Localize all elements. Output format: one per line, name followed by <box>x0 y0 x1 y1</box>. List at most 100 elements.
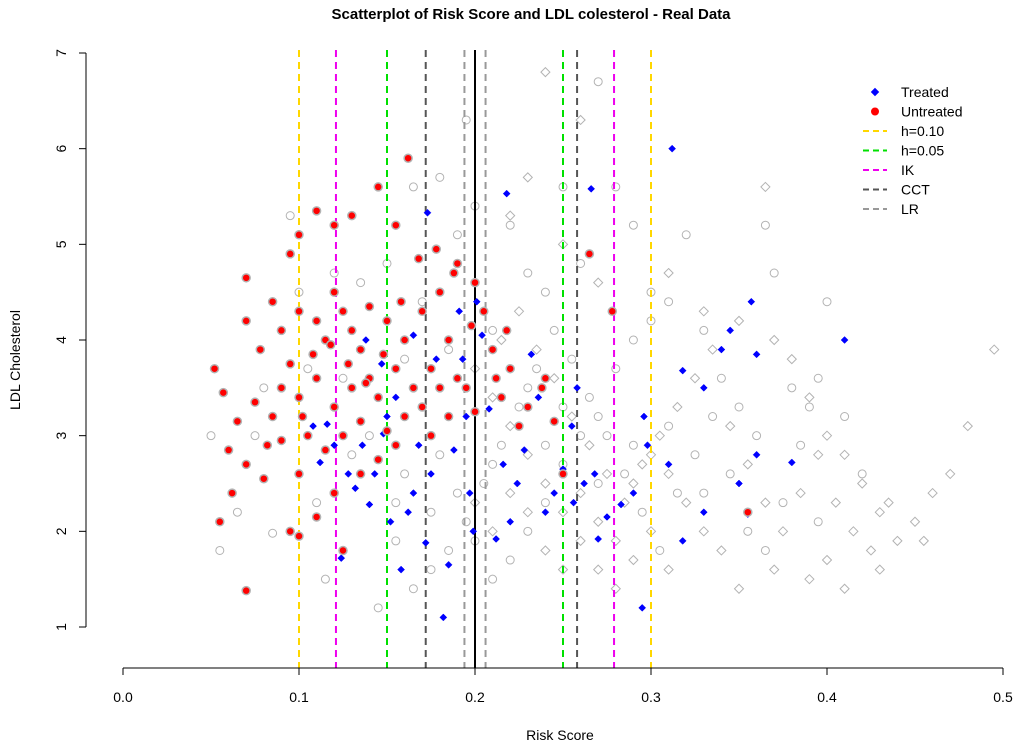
untreated-point <box>501 325 512 336</box>
background-circle-point <box>681 230 691 240</box>
untreated-point <box>435 287 445 297</box>
treated-point <box>323 420 332 429</box>
background-diamond-point <box>566 411 578 422</box>
untreated-point <box>540 373 551 384</box>
x-axis: 0.0 0.1 0.2 0.3 0.4 0.5 <box>113 667 1013 705</box>
background-diamond-point <box>592 516 604 527</box>
untreated-point <box>325 340 336 350</box>
untreated-point <box>255 344 266 355</box>
untreated-point <box>470 277 480 288</box>
treated-point <box>465 489 474 497</box>
background-circle-point <box>593 77 603 87</box>
background-diamond-point <box>830 497 842 508</box>
treated-point <box>370 470 379 478</box>
treated-point <box>520 446 529 454</box>
background-diamond-point <box>927 487 938 499</box>
untreated-point <box>297 411 308 422</box>
background-diamond-point <box>513 306 525 317</box>
untreated-point <box>262 440 273 450</box>
treated-point <box>717 345 726 354</box>
untreated-point <box>558 469 568 479</box>
treated-point <box>640 412 648 421</box>
background-circle-point <box>664 421 674 431</box>
y-tick-label: 1 <box>53 623 69 631</box>
untreated-point <box>443 335 454 345</box>
background-circle-point <box>373 603 383 613</box>
background-diamond-point <box>628 478 639 489</box>
background-circle-point <box>760 220 770 230</box>
background-circle-point <box>347 450 357 460</box>
background-diamond-point <box>804 573 815 585</box>
highlighted-points <box>209 144 849 622</box>
treated-point <box>567 422 576 430</box>
legend-label: Treated <box>901 84 949 100</box>
untreated-point <box>294 230 304 240</box>
background-diamond-point <box>557 564 569 575</box>
untreated-point <box>378 349 389 360</box>
background-diamond-point <box>496 334 507 346</box>
untreated-point <box>232 416 243 427</box>
background-circle-point <box>452 488 462 498</box>
background-diamond-point <box>760 497 771 508</box>
background-circle-point <box>628 440 638 450</box>
untreated-point <box>294 306 304 317</box>
legend-label: CCT <box>901 182 930 198</box>
treated-point <box>397 565 405 574</box>
untreated-point <box>417 402 427 412</box>
background-circle-point <box>285 211 295 221</box>
background-diamond-point <box>592 564 604 575</box>
background-diamond-point <box>839 449 850 461</box>
background-circle-point <box>664 297 674 307</box>
treated-point <box>365 500 374 509</box>
untreated-point <box>329 402 339 412</box>
background-circle-point <box>611 364 621 374</box>
treated-point <box>458 355 467 363</box>
untreated-point <box>308 349 318 360</box>
untreated-point <box>607 306 618 317</box>
background-circle-point <box>840 412 850 422</box>
untreated-point <box>361 378 371 388</box>
background-circle-point <box>505 555 515 565</box>
background-diamond-point <box>504 210 516 221</box>
treated-point <box>580 479 588 488</box>
treated-point <box>513 479 522 488</box>
background-diamond-point <box>724 420 736 432</box>
untreated-point <box>276 383 287 393</box>
treated-point <box>726 326 735 335</box>
background-circle-point <box>461 517 471 527</box>
background-diamond-point <box>663 267 674 279</box>
background-diamond-point <box>865 545 877 556</box>
treated-point <box>668 144 676 153</box>
background-diamond-point <box>812 449 824 461</box>
treated-point <box>752 450 761 459</box>
background-circle-point <box>312 498 322 508</box>
untreated-point <box>373 454 383 465</box>
untreated-point <box>452 373 463 384</box>
background-circle-point <box>567 354 577 364</box>
background-circle-point <box>232 507 242 517</box>
treated-point <box>462 412 471 421</box>
untreated-point <box>355 416 366 427</box>
background-circle-point <box>787 383 797 393</box>
background-circle-point <box>408 584 418 594</box>
untreated-point <box>396 296 406 307</box>
treated-point <box>362 336 370 344</box>
legend-treated-marker <box>870 87 880 97</box>
untreated-point <box>338 430 348 441</box>
untreated-point <box>241 585 251 596</box>
background-diamond-point <box>540 66 551 78</box>
legend-untreated-marker <box>871 107 879 116</box>
background-diamond-point <box>962 420 974 432</box>
untreated-point <box>399 335 410 345</box>
treated-point <box>735 479 743 488</box>
background-diamond-point <box>610 583 622 594</box>
treated-point <box>594 535 603 543</box>
untreated-point <box>241 459 251 470</box>
background-diamond-point <box>918 535 930 547</box>
background-circle-point <box>488 574 498 584</box>
background-circle-point <box>496 440 506 450</box>
untreated-point <box>399 411 410 422</box>
background-diamond-point <box>628 554 639 566</box>
treated-point <box>409 489 418 497</box>
